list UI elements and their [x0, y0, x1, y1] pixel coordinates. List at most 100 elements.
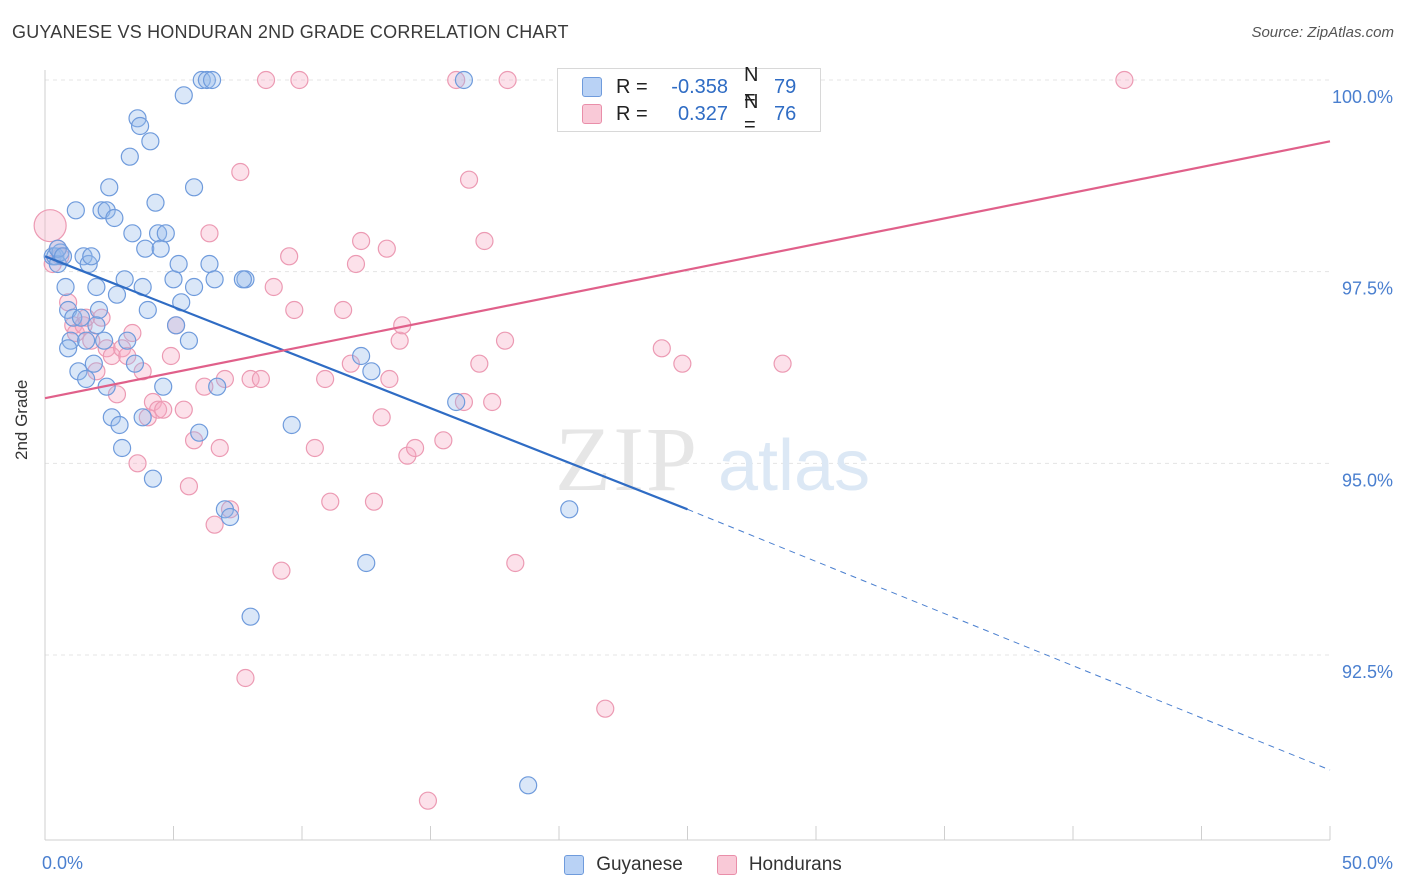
- n-value-guyanese: 79: [774, 75, 797, 98]
- guyanese-point-76: [133, 408, 152, 427]
- guyanese-point-44: [154, 377, 173, 396]
- legend-item-hondurans[interactable]: Hondurans: [716, 854, 842, 876]
- guyanese-point-19: [89, 300, 109, 320]
- y-tick-label-2: 97.5%: [1342, 279, 1393, 299]
- hondurans-point-30: [200, 224, 219, 243]
- hondurans-point-13: [102, 346, 121, 366]
- guyanese-point-65: [352, 346, 371, 366]
- hondurans-point-60: [418, 791, 438, 810]
- guyanese-point-11: [69, 362, 88, 381]
- hondurans-point-38: [251, 369, 270, 389]
- n-label: N =: [744, 91, 759, 136]
- guyanese-point-51: [184, 277, 204, 297]
- hondurans-point-62: [447, 70, 466, 90]
- hondurans-point-73: [673, 354, 692, 373]
- hondurans-point-47: [321, 492, 340, 511]
- hondurans-point-14: [107, 385, 127, 404]
- hondurans-point-52: [364, 492, 384, 511]
- hondurans-point-0: [33, 209, 67, 243]
- hondurans-point-68: [495, 331, 515, 350]
- y-tick-label-1: 95.0%: [1342, 470, 1393, 490]
- hondurans-point-72: [652, 339, 671, 358]
- guyanese-point-78: [166, 316, 186, 335]
- guyanese-point-17: [84, 354, 103, 373]
- hondurans-point-56: [390, 331, 409, 350]
- guyanese-point-42: [148, 224, 168, 243]
- guyanese-point-32: [123, 224, 142, 243]
- hondurans-point-71: [596, 699, 615, 718]
- guyanese-point-55: [197, 70, 217, 90]
- hondurans-point-32: [210, 438, 229, 458]
- hondurans-point-55: [380, 369, 399, 389]
- guyanese-point-54: [192, 70, 211, 90]
- guyanese-point-28: [112, 438, 132, 458]
- hondurans-point-36: [236, 668, 255, 688]
- hondurans-point-53: [372, 408, 391, 427]
- hondurans-point-44: [290, 70, 309, 90]
- hondurans-point-51: [352, 231, 371, 251]
- guyanese-point-45: [156, 224, 175, 243]
- hondurans-point-69: [498, 70, 517, 90]
- guyanese-point-58: [208, 377, 227, 396]
- hondurans-point-58: [398, 446, 417, 465]
- guyanese-point-43: [151, 239, 170, 258]
- hondurans-point-39: [256, 70, 276, 90]
- hondurans-swatch: [716, 855, 737, 875]
- legend-label-hondurans: Hondurans: [748, 854, 842, 875]
- hondurans-point-34: [220, 500, 240, 519]
- guyanese-point-56: [200, 254, 219, 274]
- axes: [44, 70, 1331, 841]
- guyanese-point-66: [357, 553, 376, 573]
- guyanese-point-71: [560, 500, 579, 519]
- legend-row-hondurans: R = 0.327 N = 76: [582, 91, 797, 136]
- trend-lines: [44, 140, 1331, 771]
- guyanese-point-70: [519, 776, 538, 795]
- hondurans-point-61: [434, 431, 453, 450]
- hondurans-point-66: [475, 231, 494, 251]
- r-value-hondurans: 0.327: [677, 102, 728, 125]
- series-guyanese: [43, 70, 579, 795]
- guyanese-point-35: [130, 116, 150, 136]
- guyanese-point-77: [59, 339, 78, 358]
- hondurans-point-19: [133, 362, 152, 381]
- guyanese-point-23: [100, 178, 119, 197]
- guyanese-point-24: [102, 408, 121, 427]
- n-value-hondurans: 76: [774, 102, 797, 125]
- watermark-zip: ZIP: [555, 408, 699, 510]
- guyanese-point-21: [95, 331, 114, 350]
- legend-label-guyanese: Guyanese: [596, 854, 683, 875]
- guyanese-point-50: [179, 331, 199, 350]
- hondurans-point-63: [454, 392, 474, 412]
- hondurans-point-64: [459, 170, 479, 189]
- guyanese-point-68: [447, 392, 466, 412]
- guyanese-point-37: [136, 239, 155, 258]
- r-label: R =: [616, 102, 648, 125]
- hondurans-point-67: [483, 392, 502, 412]
- hondurans-point-33: [215, 369, 234, 389]
- hondurans-point-23: [154, 400, 173, 419]
- hondurans-point-75: [1115, 70, 1134, 90]
- guyanese-point-67: [362, 362, 381, 381]
- hondurans-point-48: [334, 300, 353, 320]
- series-legend: Guyanese Hondurans: [0, 851, 1406, 879]
- hondurans-point-49: [341, 354, 360, 373]
- trend-hondurans: [44, 140, 1331, 400]
- chart-title: GUYANESE VS HONDURAN 2ND GRADE CORRELATI…: [12, 22, 569, 42]
- hondurans-point-26: [174, 400, 193, 419]
- guyanese-point-52: [184, 178, 204, 197]
- n-label: N =: [744, 64, 759, 109]
- guyanese-point-47: [169, 254, 188, 274]
- guyanese-point-16: [82, 247, 101, 266]
- guyanese-point-46: [164, 270, 183, 289]
- guyanese-point-18: [87, 277, 106, 297]
- guyanese-point-63: [241, 607, 260, 626]
- chart-source: Source: ZipAtlas.com: [1251, 24, 1394, 41]
- legend-item-guyanese[interactable]: Guyanese: [564, 854, 683, 876]
- trend-guyanese: [44, 255, 688, 511]
- guyanese-point-40: [143, 469, 163, 488]
- series-hondurans: [33, 70, 1134, 810]
- hondurans-point-46: [316, 369, 335, 389]
- guyanese-swatch: [582, 77, 602, 97]
- hondurans-point-70: [506, 553, 525, 573]
- hondurans-point-37: [241, 369, 260, 389]
